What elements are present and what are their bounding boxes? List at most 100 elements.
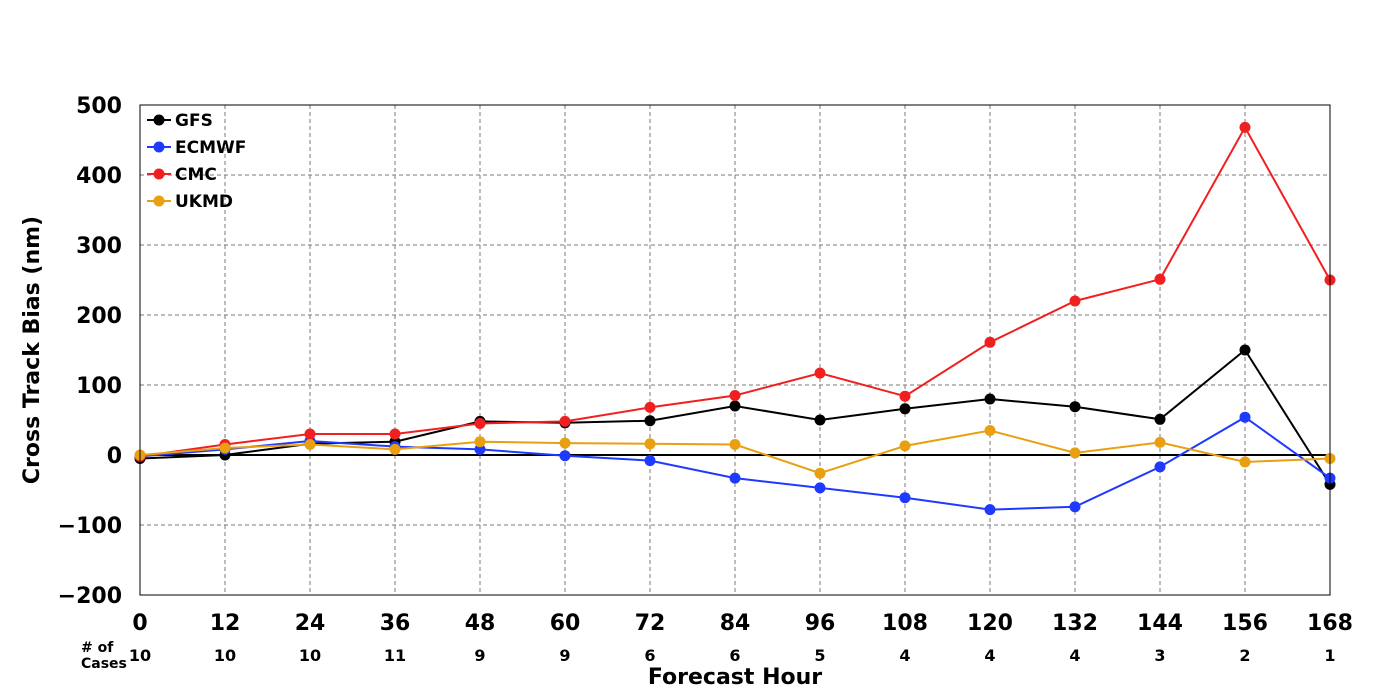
x-tick-label-3: 36	[380, 611, 411, 636]
data-point-ukmd-72	[644, 438, 656, 450]
data-point-ukmd-144	[1154, 436, 1166, 448]
data-point-ukmd-132	[1069, 447, 1081, 459]
cases-value-1: 10	[214, 646, 236, 665]
data-point-ecmwf-48	[474, 443, 486, 455]
data-point-ecmwf-156	[1239, 411, 1251, 423]
data-point-gfs-108	[899, 403, 911, 415]
cases-value-0: 10	[129, 646, 151, 665]
cases-label-line1: # of	[81, 640, 114, 656]
legend-marker-ukmd	[153, 195, 165, 207]
legend-item-gfs: GFS	[147, 111, 213, 131]
data-point-ukmd-84	[729, 439, 741, 450]
cases-value-8: 5	[814, 646, 825, 665]
data-point-ukmd-60	[559, 437, 571, 449]
cases-value-4: 9	[474, 646, 485, 665]
x-tick-label-6: 72	[635, 611, 666, 636]
y-tick-label-1: 400	[76, 164, 122, 189]
data-point-ukmd-156	[1239, 456, 1251, 468]
cases-value-6: 6	[644, 646, 655, 665]
data-point-gfs-96	[814, 414, 826, 426]
data-point-ukmd-108	[899, 440, 911, 452]
cases-value-12: 3	[1154, 646, 1165, 665]
x-tick-label-0: 0	[132, 611, 147, 636]
x-tick-label-7: 84	[720, 611, 751, 636]
data-point-gfs-72	[644, 415, 656, 427]
cases-value-5: 9	[559, 646, 570, 665]
x-tick-label-10: 120	[967, 611, 1013, 636]
data-point-ecmwf-120	[984, 504, 996, 516]
data-point-cmc-96	[814, 367, 826, 379]
data-point-gfs-84	[729, 400, 741, 412]
y-tick-label-5: 0	[107, 444, 122, 469]
y-tick-label-2: 300	[76, 234, 122, 259]
data-point-ukmd-96	[814, 467, 826, 479]
y-tick-label-3: 200	[76, 304, 122, 329]
y-tick-label-7: −200	[58, 584, 122, 609]
series-layer	[134, 121, 1336, 516]
data-point-ecmwf-108	[899, 492, 911, 504]
series-ukmd	[134, 425, 1336, 479]
data-point-ecmwf-60	[559, 450, 571, 462]
data-point-cmc-84	[729, 390, 741, 401]
data-point-gfs-120	[984, 393, 996, 405]
y-tick-label-4: 100	[76, 374, 122, 399]
x-tick-label-2: 24	[295, 611, 326, 636]
legend-item-cmc: CMC	[147, 165, 217, 185]
cases-value-14: 1	[1324, 646, 1335, 665]
data-point-cmc-132	[1069, 295, 1081, 307]
legend-label-ecmwf: ECMWF	[175, 138, 246, 158]
legend-item-ecmwf: ECMWF	[147, 138, 246, 158]
data-point-ecmwf-96	[814, 482, 826, 494]
data-point-cmc-48	[474, 418, 486, 429]
data-point-ukmd-120	[984, 425, 996, 436]
y-axis-title: Cross Track Bias (nm)	[20, 216, 45, 484]
cases-value-13: 2	[1239, 646, 1250, 665]
data-point-cmc-60	[559, 415, 571, 427]
legend-item-ukmd: UKMD	[147, 192, 233, 212]
x-axis-title: Forecast Hour	[648, 665, 822, 690]
data-point-ecmwf-144	[1154, 461, 1166, 473]
legend-marker-gfs	[153, 114, 165, 126]
data-point-cmc-156	[1239, 121, 1251, 133]
data-point-gfs-144	[1154, 413, 1166, 425]
legend-marker-ecmwf	[153, 141, 165, 153]
data-point-ecmwf-132	[1069, 501, 1081, 513]
legend-label-gfs: GFS	[175, 111, 213, 131]
data-point-cmc-36	[389, 428, 401, 440]
legend-label-cmc: CMC	[175, 165, 217, 185]
data-point-cmc-120	[984, 336, 996, 348]
data-point-cmc-144	[1154, 273, 1166, 285]
x-tick-label-5: 60	[550, 611, 581, 636]
data-point-ukmd-24	[304, 439, 316, 450]
data-point-ecmwf-84	[729, 472, 741, 484]
cases-value-11: 4	[1069, 646, 1080, 665]
x-tick-label-9: 108	[882, 611, 928, 636]
grid-layer	[139, 104, 1331, 596]
data-point-gfs-156	[1239, 344, 1251, 356]
x-tick-label-1: 12	[210, 611, 241, 636]
y-tick-label-0: 500	[76, 94, 122, 119]
x-tick-label-14: 168	[1307, 611, 1353, 636]
cases-value-9: 4	[899, 646, 910, 665]
x-tick-labels: 0 12 24 36 48 60 72 84 96 108 120 132 144 156 168	[132, 611, 1353, 636]
cases-label-line2: Cases	[81, 656, 127, 672]
legend-marker-cmc	[153, 168, 165, 180]
data-point-ecmwf-72	[644, 455, 656, 467]
legend-label-ukmd: UKMD	[175, 192, 233, 212]
cases-value-3: 11	[384, 646, 406, 665]
y-tick-label-6: −100	[58, 514, 122, 539]
cases-value-7: 6	[729, 646, 740, 665]
legend: GFS ECMWF CMC UKMD	[147, 111, 246, 212]
data-point-ukmd-12	[219, 442, 231, 454]
cases-value-2: 10	[299, 646, 321, 665]
x-tick-label-4: 48	[465, 611, 496, 636]
plot-frame	[139, 104, 1331, 596]
data-point-ukmd-48	[474, 436, 486, 448]
data-point-cmc-108	[899, 390, 911, 402]
y-tick-labels: 500 400 300 200 100 0 −100 −200	[58, 94, 122, 609]
x-tick-label-8: 96	[805, 611, 836, 636]
cases-value-10: 4	[984, 646, 995, 665]
x-tick-label-12: 144	[1137, 611, 1183, 636]
